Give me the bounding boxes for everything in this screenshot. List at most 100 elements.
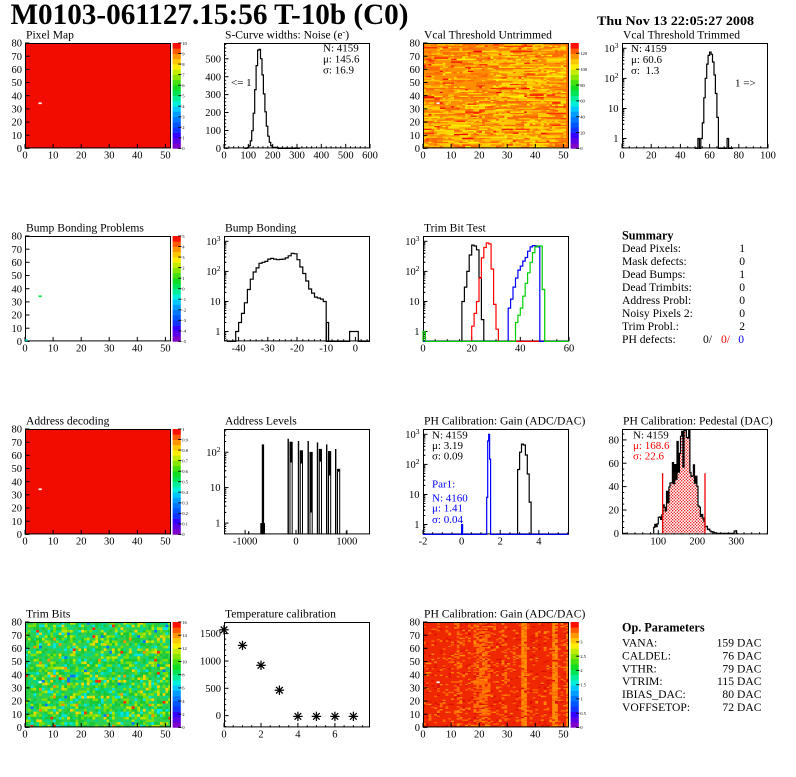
svg-text:1.5: 1.5 bbox=[580, 683, 586, 688]
svg-text:0.5: 0.5 bbox=[580, 711, 586, 716]
svg-text:40: 40 bbox=[530, 151, 541, 162]
svg-text:10: 10 bbox=[182, 41, 187, 46]
svg-text:0: 0 bbox=[293, 537, 298, 548]
svg-text:14: 14 bbox=[182, 633, 187, 638]
svg-text:Address decoding: Address decoding bbox=[26, 415, 110, 428]
svg-text:PH defects:: PH defects: bbox=[622, 333, 676, 346]
svg-text:40: 40 bbox=[132, 344, 143, 355]
svg-text:50: 50 bbox=[12, 657, 23, 668]
svg-text:VANA:: VANA: bbox=[622, 637, 657, 650]
svg-text:50: 50 bbox=[558, 151, 569, 162]
svg-text:10: 10 bbox=[12, 517, 23, 528]
svg-text:μ: 3.19: μ: 3.19 bbox=[432, 440, 463, 452]
svg-text:40: 40 bbox=[132, 537, 143, 548]
svg-text:2: 2 bbox=[182, 712, 185, 717]
svg-text:2: 2 bbox=[739, 320, 745, 333]
svg-text:0: 0 bbox=[739, 294, 745, 307]
svg-text:400: 400 bbox=[313, 151, 329, 162]
svg-text:30: 30 bbox=[104, 730, 115, 741]
svg-text:30: 30 bbox=[410, 684, 421, 695]
svg-text:-1: -1 bbox=[182, 297, 187, 302]
svg-text:0: 0 bbox=[17, 723, 22, 734]
svg-text:Bump Bonding: Bump Bonding bbox=[225, 222, 296, 235]
svg-text:20: 20 bbox=[76, 730, 87, 741]
svg-text:6: 6 bbox=[332, 730, 337, 741]
svg-text:N: 4160: N: 4160 bbox=[432, 492, 468, 504]
svg-text:50: 50 bbox=[410, 657, 421, 668]
svg-text:70: 70 bbox=[410, 52, 421, 63]
svg-text:6: 6 bbox=[182, 83, 185, 88]
svg-text:0.9: 0.9 bbox=[182, 437, 188, 442]
svg-text:70: 70 bbox=[12, 631, 23, 642]
svg-text:50: 50 bbox=[12, 271, 23, 282]
svg-text:30: 30 bbox=[12, 684, 23, 695]
svg-text:<= 1: <= 1 bbox=[231, 77, 252, 89]
svg-text:0: 0 bbox=[182, 146, 185, 151]
svg-text:Thu Nov 13 22:05:27 2008: Thu Nov 13 22:05:27 2008 bbox=[597, 14, 754, 28]
svg-text:79: 79 bbox=[722, 662, 734, 675]
svg-text:20: 20 bbox=[12, 697, 23, 708]
svg-text:60: 60 bbox=[564, 344, 575, 355]
svg-text:60: 60 bbox=[12, 258, 23, 269]
svg-text:30: 30 bbox=[104, 151, 115, 162]
svg-text:4: 4 bbox=[536, 537, 542, 548]
svg-text:Address Levels: Address Levels bbox=[225, 415, 297, 428]
svg-text:-2: -2 bbox=[182, 308, 187, 313]
svg-text:μ: 168.6: μ: 168.6 bbox=[633, 440, 670, 452]
svg-text:4: 4 bbox=[182, 699, 185, 704]
svg-text:70: 70 bbox=[12, 245, 23, 256]
svg-text:2: 2 bbox=[258, 730, 263, 741]
svg-text:IBIAS_DAC:: IBIAS_DAC: bbox=[622, 688, 686, 701]
svg-text:20: 20 bbox=[580, 130, 585, 135]
svg-text:1: 1 bbox=[182, 427, 185, 432]
svg-text:20: 20 bbox=[12, 118, 23, 129]
svg-text:-1000: -1000 bbox=[233, 537, 258, 548]
svg-text:30: 30 bbox=[104, 344, 115, 355]
svg-text:20: 20 bbox=[410, 697, 421, 708]
svg-text:Trim Probl.:: Trim Probl.: bbox=[622, 320, 679, 333]
svg-text:40: 40 bbox=[530, 730, 541, 741]
svg-text:40: 40 bbox=[12, 284, 23, 295]
svg-text:σ: 16.9: σ: 16.9 bbox=[323, 65, 354, 77]
svg-text:10: 10 bbox=[410, 710, 421, 721]
svg-text:1 =>: 1 => bbox=[735, 78, 756, 90]
svg-text:200: 200 bbox=[689, 537, 705, 548]
svg-text:7: 7 bbox=[182, 72, 185, 77]
svg-text:30: 30 bbox=[12, 491, 23, 502]
svg-text:-3: -3 bbox=[182, 318, 187, 323]
svg-text:80: 80 bbox=[722, 688, 734, 701]
svg-text:70: 70 bbox=[12, 52, 23, 63]
svg-text:0: 0 bbox=[22, 151, 27, 162]
svg-text:PH Calibration: Gain (ADC/DAC): PH Calibration: Gain (ADC/DAC) bbox=[424, 415, 585, 428]
svg-text:N: 4159: N: 4159 bbox=[432, 429, 468, 441]
svg-text:VOFFSETOP:: VOFFSETOP: bbox=[622, 701, 690, 714]
svg-text:10: 10 bbox=[48, 730, 59, 741]
svg-text:20: 20 bbox=[609, 506, 620, 517]
svg-text:1: 1 bbox=[580, 697, 583, 702]
svg-text:40: 40 bbox=[515, 344, 526, 355]
svg-text:9: 9 bbox=[182, 51, 185, 56]
svg-text:40: 40 bbox=[132, 730, 143, 741]
svg-text:20: 20 bbox=[474, 730, 485, 741]
svg-text:DAC: DAC bbox=[737, 649, 762, 662]
svg-text:2: 2 bbox=[498, 537, 503, 548]
svg-text:80: 80 bbox=[12, 232, 23, 243]
svg-text:Par1:: Par1: bbox=[432, 479, 455, 491]
svg-text:Dead Pixels:: Dead Pixels: bbox=[622, 242, 681, 255]
svg-text:0: 0 bbox=[17, 337, 22, 348]
svg-text:20: 20 bbox=[12, 504, 23, 515]
svg-text:40: 40 bbox=[12, 91, 23, 102]
svg-text:10: 10 bbox=[210, 297, 221, 308]
svg-text:μ: 145.6: μ: 145.6 bbox=[323, 54, 360, 66]
svg-text:Pixel Map: Pixel Map bbox=[26, 29, 74, 42]
svg-text:300: 300 bbox=[205, 90, 221, 101]
svg-text:0: 0 bbox=[619, 151, 624, 162]
svg-text:30: 30 bbox=[12, 105, 23, 116]
svg-text:300: 300 bbox=[728, 537, 744, 548]
svg-text:40: 40 bbox=[132, 151, 143, 162]
svg-text:4: 4 bbox=[182, 104, 185, 109]
svg-text:Mask defects:: Mask defects: bbox=[622, 255, 687, 268]
svg-text:0: 0 bbox=[415, 144, 420, 155]
svg-text:100: 100 bbox=[650, 537, 666, 548]
svg-text:DAC: DAC bbox=[737, 688, 762, 701]
